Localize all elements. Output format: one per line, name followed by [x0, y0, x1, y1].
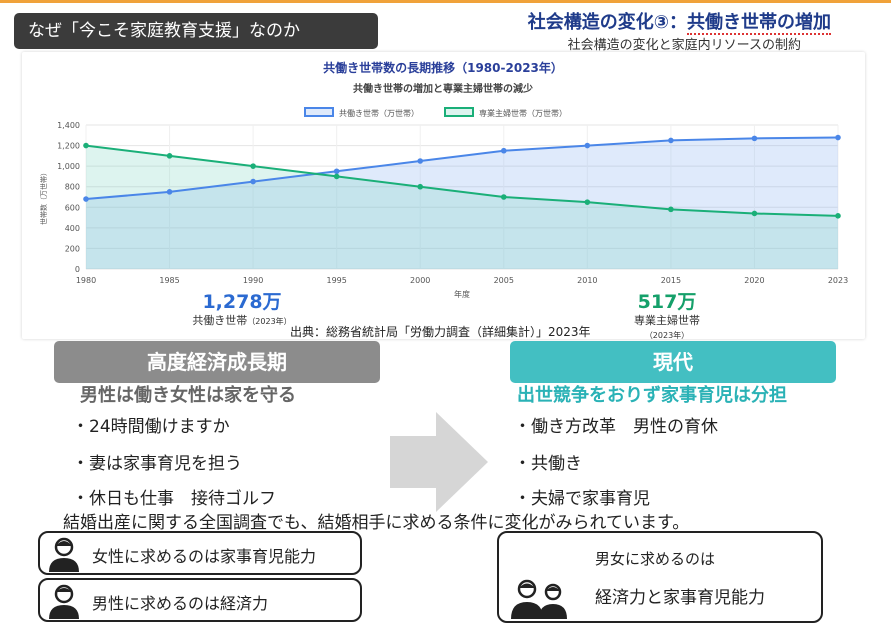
data-point: [83, 196, 89, 202]
y-tick-label: 800: [65, 183, 80, 192]
legend-label: 専業主婦世帯（万世帯）: [479, 108, 567, 118]
stat-housewife: 517万 専業主婦世帯 （2023年）: [612, 287, 722, 341]
data-point: [751, 210, 758, 217]
card-female-text: 女性に求めるのは家事育児能力: [92, 547, 317, 566]
present-slogan: 出世競争をおりず家事育児は分担: [517, 385, 787, 406]
data-point: [250, 163, 256, 169]
present-item: ・働き方改革 男性の育休: [514, 417, 718, 437]
y-tick-label: 200: [65, 244, 80, 253]
past-slogan: 男性は働き女性は家を守る: [80, 385, 296, 406]
y-tick-label: 600: [65, 203, 80, 212]
stat-housewife-label: 専業主婦世帯 （2023年）: [612, 312, 722, 341]
present-item: ・夫婦で家事育児: [514, 489, 650, 509]
legend-swatch: [304, 107, 334, 117]
x-tick-label: 1990: [243, 276, 263, 285]
data-point: [500, 194, 507, 200]
stat-dual-income-label-text: 共働き世帯: [192, 314, 248, 327]
series-area: [86, 145, 838, 269]
stat-dual-income: 1,278万 共働き世帯（2023年）: [192, 287, 292, 328]
y-axis-label: 世帯数（万世帯）: [39, 169, 48, 225]
y-tick-label: 1,000: [57, 162, 80, 171]
y-tick-label: 1,400: [57, 121, 80, 130]
series-line: [85, 136, 839, 201]
x-tick-label: 2000: [410, 276, 430, 285]
legend-swatch: [444, 107, 474, 117]
page-title-prefix: 社会構造の変化③：: [527, 12, 687, 33]
data-point: [333, 168, 340, 175]
legend-label: 共働き世帯（万世帯）: [339, 108, 419, 118]
data-point: [500, 147, 507, 154]
man-icon: [49, 584, 79, 619]
stat-dual-income-value: 1,278万: [202, 291, 282, 313]
data-point: [751, 135, 758, 142]
section-tag: なぜ「今こそ家庭教育支援」なのか: [14, 13, 378, 49]
x-tick-label: 2023: [828, 276, 848, 285]
stat-dual-income-year: （2023年）: [247, 317, 292, 326]
card-female: 女性に求めるのは家事育児能力: [38, 531, 362, 575]
data-point: [668, 206, 674, 213]
stat-dual-income-label: 共働き世帯（2023年）: [192, 312, 292, 328]
y-tick-label: 1,200: [57, 142, 80, 151]
x-tick-label: 1980: [76, 276, 96, 285]
x-tick-label: 2005: [494, 276, 514, 285]
line-chart: 共働き世帯数の長期推移（1980-2023年） 共働き世帯の増加と専業主婦世帯の減…: [39, 60, 848, 299]
series-area: [86, 137, 838, 269]
present-item: ・共働き: [514, 454, 582, 474]
woman-icon: [49, 537, 79, 572]
past-item: ・24時間働けますか: [72, 417, 230, 437]
series-line: [85, 144, 839, 217]
stat-housewife-value: 517万: [637, 291, 697, 313]
chart-title: 共働き世帯数の長期推移（1980-2023年）: [323, 60, 563, 75]
survey-text: 結婚出産に関する全国調査でも、結婚相手に求める条件に変化がみられています。: [63, 513, 690, 533]
data-point: [333, 173, 340, 180]
x-tick-label: 1985: [159, 276, 179, 285]
chart-panel: 共働き世帯数の長期推移（1980-2023年） 共働き世帯の増加と専業主婦世帯の減…: [22, 52, 865, 341]
data-point: [166, 189, 173, 195]
card-both-line2: 経済力と家事育児能力: [595, 588, 765, 608]
page-title-highlight: 共働き世帯の増加: [687, 12, 831, 35]
data-point: [584, 142, 591, 149]
past-item: ・休日も仕事 接待ゴルフ: [72, 489, 276, 509]
card-both: 男女に求めるのは 経済力と家事育児能力: [497, 531, 823, 623]
x-tick-label: 2015: [661, 276, 681, 285]
x-tick-label: 2020: [744, 276, 764, 285]
chart-source: 出典：総務省統計局「労働力調査（詳細集計）」2023年: [290, 325, 591, 339]
card-both-line1: 男女に求めるのは: [595, 550, 716, 568]
y-tick-label: 0: [75, 265, 80, 274]
data-point: [668, 137, 674, 144]
past-item: ・妻は家事育児を担う: [72, 454, 242, 474]
data-point: [417, 158, 424, 164]
data-point: [835, 213, 841, 219]
data-point: [83, 142, 89, 149]
x-tick-label: 2010: [577, 276, 597, 285]
data-point: [417, 183, 424, 190]
y-tick-label: 400: [65, 224, 80, 233]
stat-housewife-year: （2023年）: [644, 331, 690, 340]
top-accent-line: [0, 0, 891, 3]
card-male: 男性に求めるのは経済力: [38, 578, 362, 622]
couple-icon: [511, 579, 567, 619]
right-arrow-icon: [390, 412, 488, 512]
page-title: 社会構造の変化③：共働き世帯の増加: [527, 8, 831, 35]
stat-housewife-label-text: 専業主婦世帯: [634, 314, 700, 327]
x-tick-label: 1995: [326, 276, 346, 285]
data-point: [584, 199, 591, 205]
data-point: [250, 178, 256, 185]
card-male-text: 男性に求めるのは経済力: [92, 594, 269, 613]
era-label-past: 高度経済成長期: [54, 341, 380, 383]
x-axis-label: 年度: [454, 289, 470, 299]
page-subtitle: 社会構造の変化と家庭内リソースの制約: [567, 38, 801, 53]
data-point: [166, 153, 173, 159]
chart-subtitle: 共働き世帯の増加と専業主婦世帯の減少: [353, 82, 533, 95]
era-label-present: 現代: [510, 341, 836, 383]
data-point: [835, 134, 841, 141]
